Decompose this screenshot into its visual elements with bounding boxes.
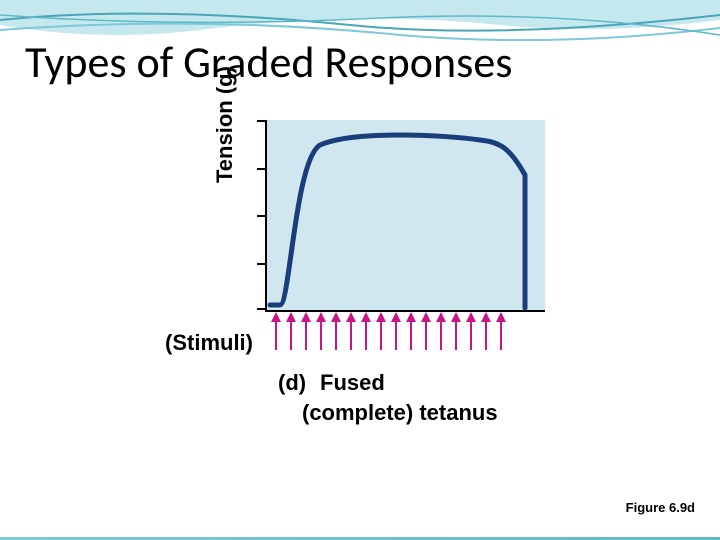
tension-chart: Tension (g) (Stimuli) (d) Fused (complet… <box>170 120 550 440</box>
stimulus-arrow <box>485 320 487 350</box>
stimulus-arrow <box>320 320 322 350</box>
stimulus-arrow <box>380 320 382 350</box>
stimulus-arrow <box>425 320 427 350</box>
label-fused: Fused <box>320 370 385 396</box>
label-complete-tetanus: (complete) tetanus <box>302 400 498 426</box>
y-tick <box>257 215 265 217</box>
stimulus-arrow <box>455 320 457 350</box>
stimulus-arrow <box>350 320 352 350</box>
stimulus-arrow <box>275 320 277 350</box>
figure-caption: Figure 6.9d <box>626 500 695 515</box>
stimulus-arrow <box>395 320 397 350</box>
stimulus-arrow <box>470 320 472 350</box>
stimulus-arrow <box>365 320 367 350</box>
stimulus-arrow <box>335 320 337 350</box>
stimulus-arrow <box>305 320 307 350</box>
y-tick <box>257 120 265 122</box>
page-title: Types of Graded Responses <box>25 35 512 89</box>
y-tick <box>257 263 265 265</box>
tension-curve <box>265 120 545 320</box>
subplot-label-d: (d) <box>278 370 306 396</box>
stimuli-label: (Stimuli) <box>165 330 253 356</box>
stimulus-arrow <box>500 320 502 350</box>
stimulus-arrow <box>290 320 292 350</box>
stimuli-arrows <box>275 320 535 360</box>
stimulus-arrow <box>410 320 412 350</box>
stimulus-arrow <box>440 320 442 350</box>
y-tick <box>257 308 265 310</box>
y-tick <box>257 168 265 170</box>
y-axis-label: Tension (g) <box>212 66 238 183</box>
